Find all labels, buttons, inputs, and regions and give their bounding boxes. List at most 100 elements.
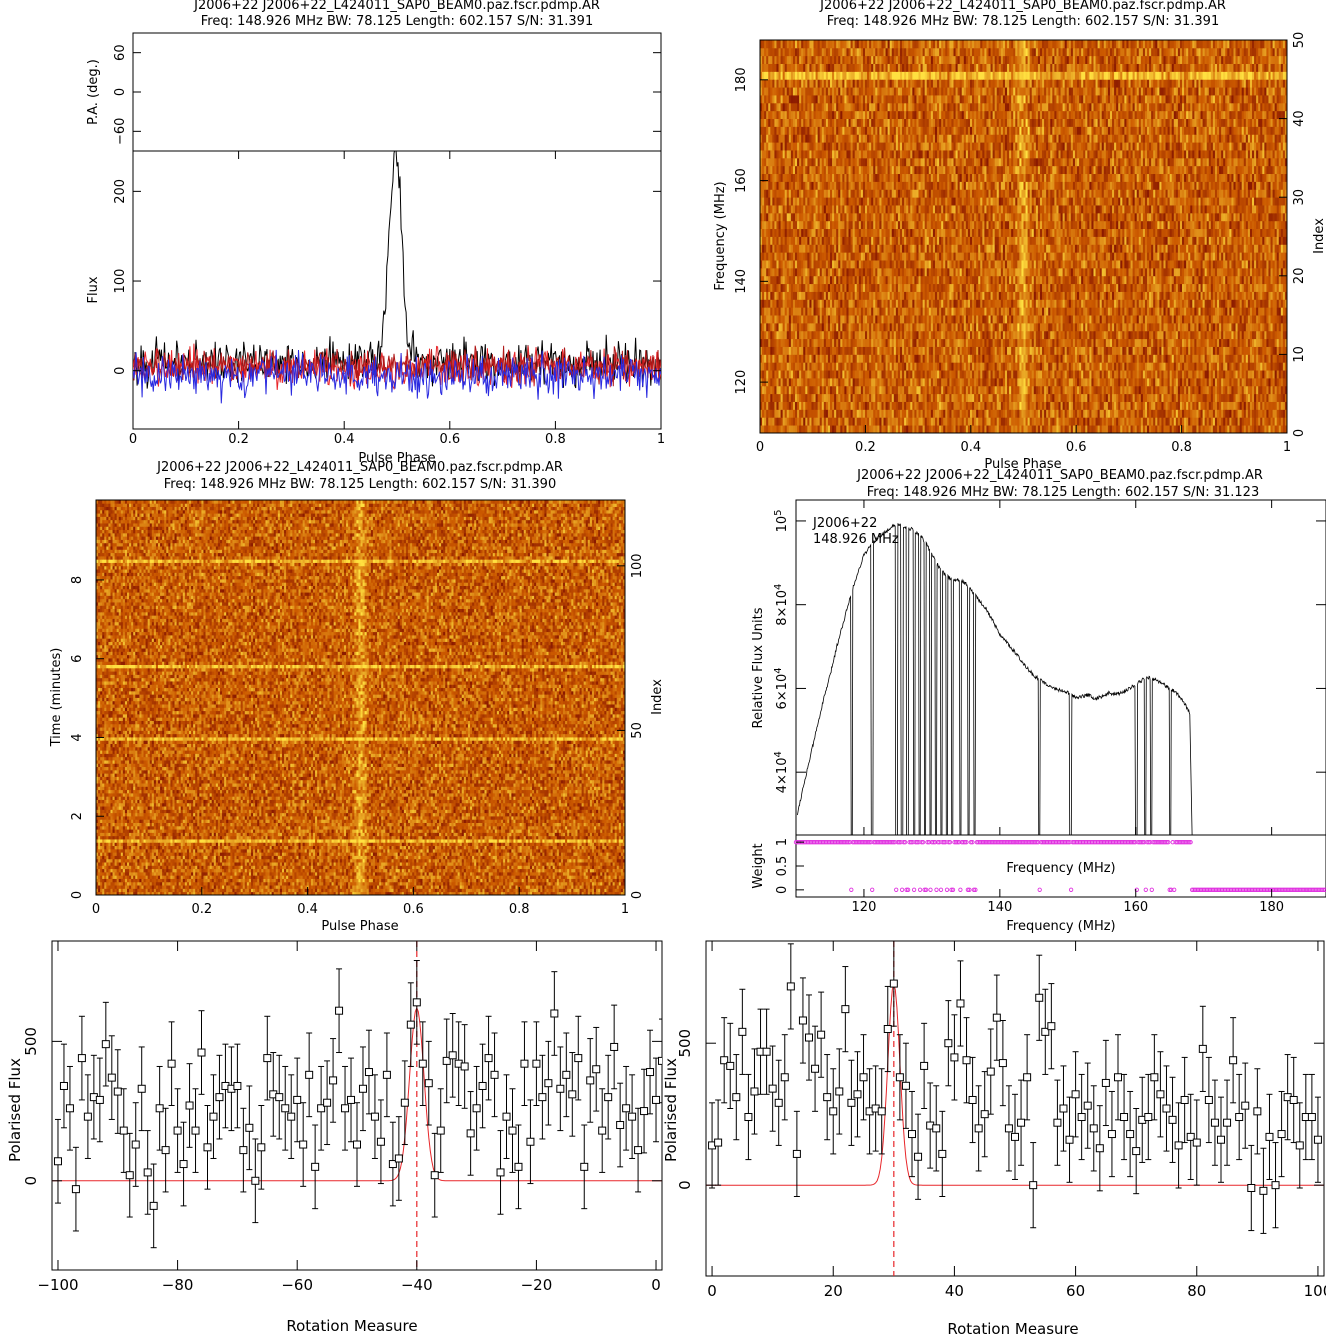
heatmap-cell xyxy=(1157,409,1160,418)
heatmap-cell xyxy=(821,393,825,402)
heatmap-cell xyxy=(1027,409,1031,418)
heatmap-cell xyxy=(1029,362,1033,371)
heatmap-cell xyxy=(1188,417,1191,426)
heatmap-cell xyxy=(1225,393,1228,402)
heatmap-cell xyxy=(1116,417,1119,426)
heatmap-cell xyxy=(768,385,771,395)
heatmap-cell xyxy=(1044,362,1047,371)
heatmap-cell xyxy=(926,425,930,434)
heatmap-cell xyxy=(965,409,969,418)
heatmap-cell xyxy=(852,370,856,379)
heatmap-cell xyxy=(1112,409,1115,418)
heatmap-cell xyxy=(774,409,777,418)
heatmap-cell xyxy=(965,385,969,395)
heatmap-cell xyxy=(848,401,851,410)
heatmap-cell xyxy=(1087,362,1090,371)
heatmap-cell xyxy=(1249,385,1253,395)
heatmap-cell xyxy=(1171,401,1175,410)
heatmap-cell xyxy=(1284,370,1288,379)
heatmap-cell xyxy=(1223,409,1226,418)
heatmap-cell xyxy=(1112,370,1115,379)
heatmap-cell xyxy=(986,425,989,434)
heatmap-cell xyxy=(799,377,802,387)
heatmap-cell xyxy=(1101,393,1105,402)
heatmap-cell xyxy=(1081,425,1084,434)
heatmap-cell xyxy=(1021,377,1024,387)
heatmap-cell xyxy=(986,362,989,371)
heatmap-cell xyxy=(976,393,979,402)
heatmap-cell xyxy=(1046,385,1049,395)
heatmap-cell xyxy=(1214,385,1218,395)
heatmap-cell xyxy=(1070,377,1074,387)
heatmap-cell xyxy=(976,362,979,371)
heatmap-cell xyxy=(1128,393,1131,402)
heatmap-cell xyxy=(795,362,798,371)
heatmap-cell xyxy=(1192,425,1195,434)
heatmap-cell xyxy=(1042,417,1045,426)
heatmap-cell xyxy=(984,417,987,426)
heatmap-cell xyxy=(1109,385,1113,395)
heatmap-cell xyxy=(1171,377,1175,387)
heatmap-cell xyxy=(1229,385,1232,395)
heatmap-cell xyxy=(941,401,944,410)
heatmap-cell xyxy=(1221,393,1224,402)
heatmap-cell xyxy=(951,385,954,395)
heatmap-cell xyxy=(1192,377,1195,387)
heatmap-cell xyxy=(1142,409,1146,418)
heatmap-cell xyxy=(1132,377,1136,387)
heatmap-cell xyxy=(1066,385,1070,395)
heatmap-cell xyxy=(1027,401,1031,410)
heatmap-cell xyxy=(1239,377,1243,387)
heatmap-cell xyxy=(928,385,932,395)
heatmap-cell xyxy=(947,401,950,410)
heatmap-cell xyxy=(1239,393,1243,402)
heatmap-cell xyxy=(790,417,794,426)
heatmap-cell xyxy=(840,425,843,434)
heatmap-cell xyxy=(1046,393,1049,402)
heatmap-cell xyxy=(1118,385,1121,395)
heatmap-cell xyxy=(895,370,899,379)
heatmap-cell xyxy=(974,425,977,434)
heatmap-cell xyxy=(776,417,779,426)
heatmap-cell xyxy=(1050,385,1053,395)
heatmap-cell xyxy=(1142,401,1146,410)
heatmap-cell xyxy=(1276,377,1280,387)
heatmap-cell xyxy=(1107,409,1111,418)
heatmap-cell xyxy=(788,370,792,379)
heatmap-cell xyxy=(1204,401,1208,410)
heatmap-cell xyxy=(770,362,773,371)
heatmap-cell xyxy=(928,401,932,410)
heatmap-cell xyxy=(899,370,903,379)
heatmap-cell xyxy=(856,409,860,418)
heatmap-cell xyxy=(797,401,800,410)
heatmap-cell xyxy=(1208,393,1212,402)
heatmap-cell xyxy=(1188,370,1191,379)
heatmap-cell xyxy=(1190,370,1193,379)
heatmap-cell xyxy=(965,370,969,379)
heatmap-cell xyxy=(844,409,847,418)
heatmap-cell xyxy=(1056,385,1059,395)
heatmap-cell xyxy=(1157,385,1160,395)
heatmap-cell xyxy=(825,417,829,426)
heatmap-cell xyxy=(1268,370,1271,379)
heatmap-cell xyxy=(1031,370,1035,379)
heatmap-cell xyxy=(1157,401,1160,410)
heatmap-cell xyxy=(776,362,779,371)
heatmap-cell xyxy=(1048,362,1051,371)
heatmap-cell xyxy=(817,409,821,418)
heatmap-cell xyxy=(1033,425,1037,434)
heatmap-cell xyxy=(1037,377,1041,387)
heatmap-cell xyxy=(776,370,779,379)
heatmap-cell xyxy=(1237,417,1241,426)
heatmap-cell xyxy=(788,401,792,410)
heatmap-cell xyxy=(1124,385,1127,395)
heatmap-cell xyxy=(1124,417,1127,426)
heatmap-cell xyxy=(914,425,917,434)
heatmap-cell xyxy=(953,409,956,418)
heatmap-cell xyxy=(1196,417,1199,426)
heatmap-cell xyxy=(850,425,854,434)
heatmap-cell xyxy=(1175,377,1179,387)
heatmap-cell xyxy=(899,425,903,434)
heatmap-cell xyxy=(1182,401,1185,410)
heatmap-cell xyxy=(1081,370,1084,379)
